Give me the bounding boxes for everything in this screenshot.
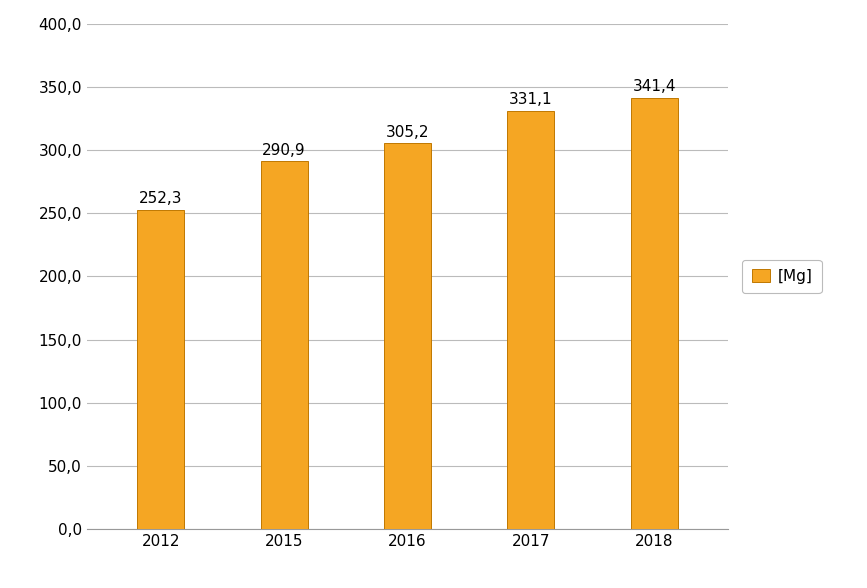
Legend: [Mg]: [Mg] xyxy=(742,260,822,293)
Bar xyxy=(137,211,184,529)
Bar xyxy=(384,143,431,529)
Text: 290,9: 290,9 xyxy=(263,143,306,158)
Text: 331,1: 331,1 xyxy=(509,92,552,107)
Text: 341,4: 341,4 xyxy=(633,79,676,94)
Bar xyxy=(507,111,554,529)
Bar xyxy=(261,162,308,529)
Text: 252,3: 252,3 xyxy=(139,192,182,206)
Text: 305,2: 305,2 xyxy=(386,125,429,139)
Bar xyxy=(631,98,678,529)
